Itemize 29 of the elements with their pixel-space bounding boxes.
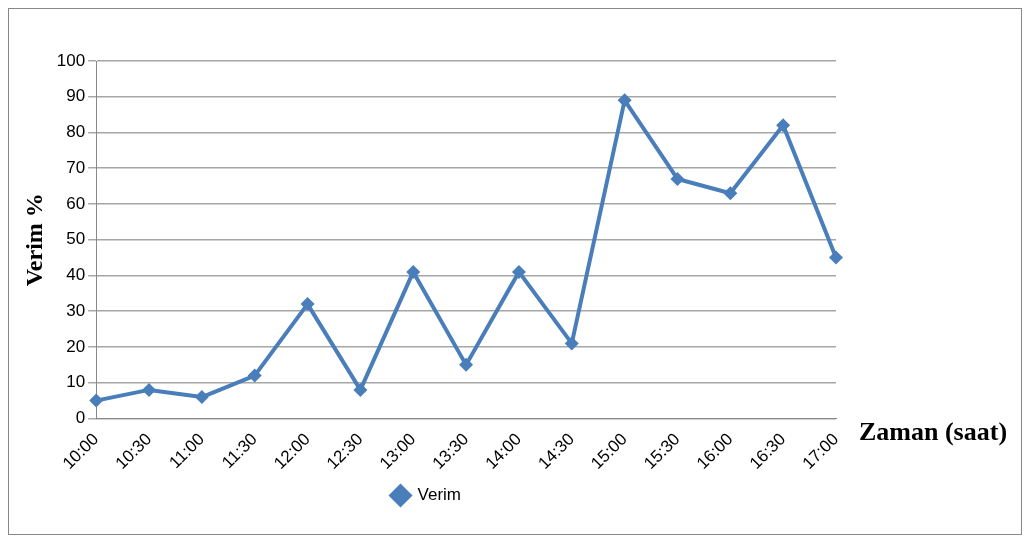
y-tick-label: 40 xyxy=(66,265,86,285)
y-tick-label: 60 xyxy=(66,193,86,213)
point xyxy=(459,357,474,372)
y-tick-label: 20 xyxy=(66,336,86,356)
y-tick-label: 30 xyxy=(66,300,86,320)
point xyxy=(564,336,579,351)
legend-label: Verim xyxy=(417,485,461,505)
y-tick-label: 90 xyxy=(66,86,86,106)
point xyxy=(89,393,104,408)
point xyxy=(353,382,368,397)
point xyxy=(829,250,843,265)
point xyxy=(776,118,791,133)
point xyxy=(247,368,262,383)
point xyxy=(406,264,421,279)
point xyxy=(670,171,685,186)
y-tick-label: 10 xyxy=(66,372,86,392)
y-tick-label: 0 xyxy=(75,408,86,428)
y-tick-label: 50 xyxy=(66,229,86,249)
y-tick-label: 70 xyxy=(66,157,86,177)
point xyxy=(300,297,315,312)
point xyxy=(194,390,209,405)
x-axis-title: Zaman (saat) xyxy=(859,417,1008,447)
point xyxy=(511,264,526,279)
y-tick-label: 80 xyxy=(66,122,86,142)
point xyxy=(723,186,738,201)
y-tick-label: 100 xyxy=(56,50,86,70)
point xyxy=(617,93,632,108)
y-axis-title: Verim % xyxy=(20,193,47,287)
point xyxy=(142,382,157,397)
